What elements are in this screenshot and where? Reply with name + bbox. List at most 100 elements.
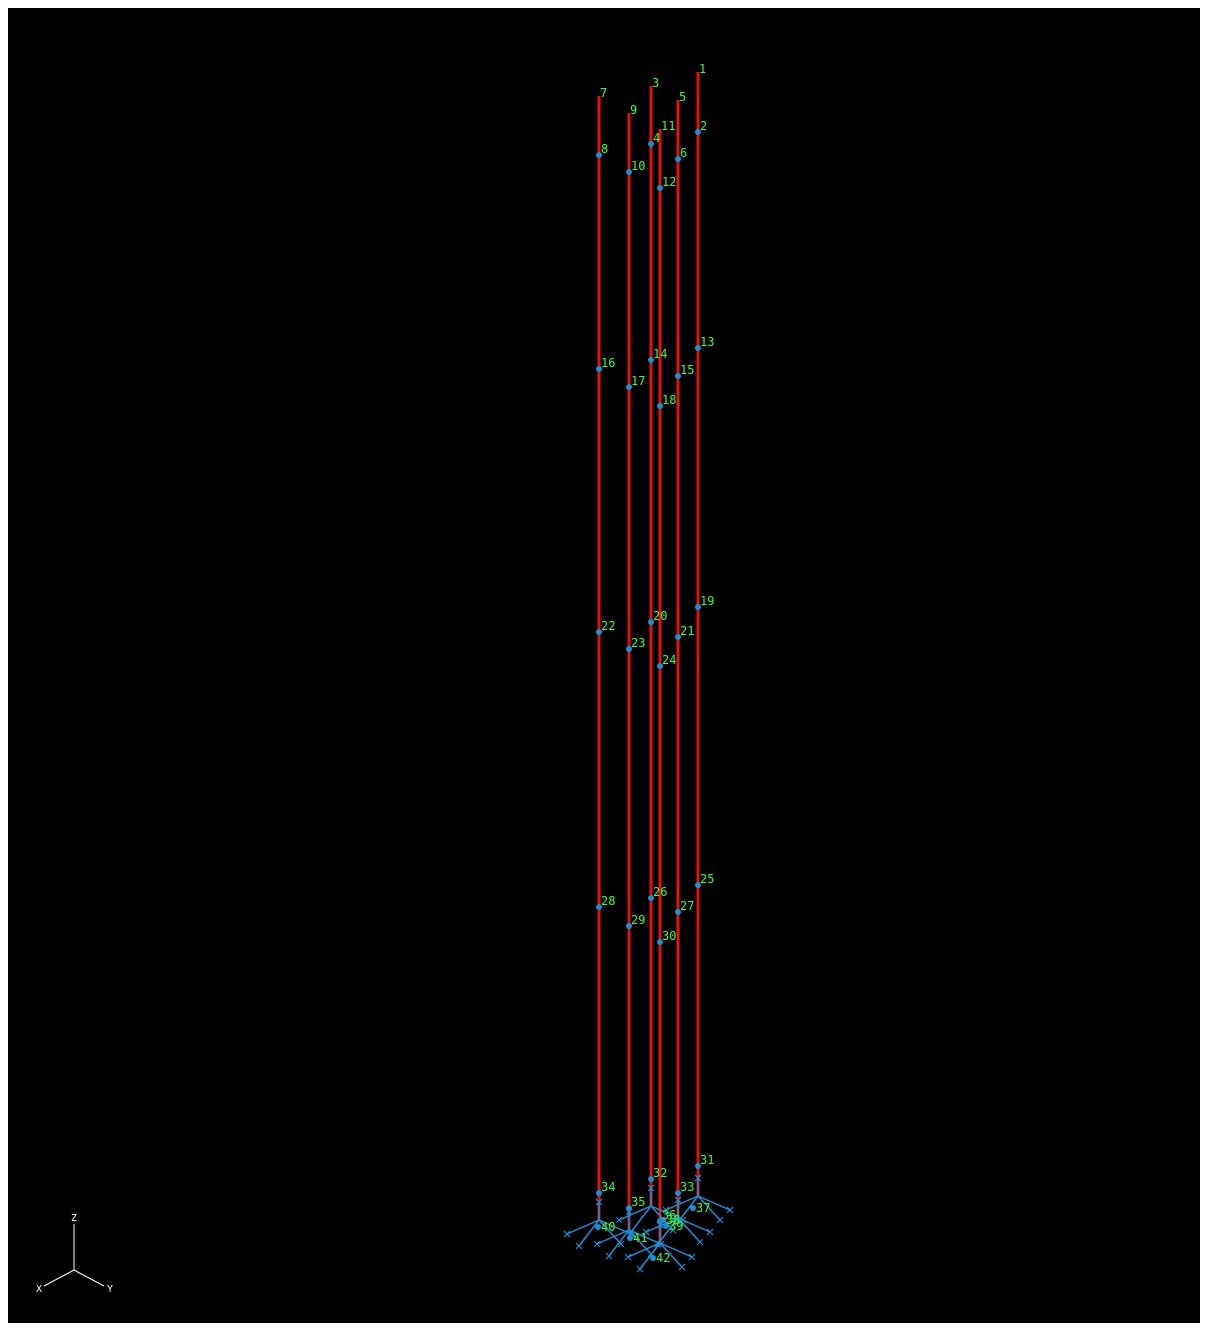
support-arm-1-1 (665, 1195, 699, 1211)
support-arm-5-2 (628, 1229, 662, 1245)
node-marker-36 (657, 1218, 663, 1224)
node-label-34: 34 (601, 1180, 615, 1194)
node-marker-4 (648, 141, 654, 147)
node-label-15: 15 (680, 363, 694, 377)
node-label-10: 10 (631, 159, 645, 173)
support-arrow-3-1 (642, 1228, 650, 1236)
node-label-4: 4 (653, 131, 660, 145)
node-marker-33 (675, 1190, 681, 1196)
node-marker-26 (648, 895, 654, 901)
node-label-24: 24 (662, 653, 676, 667)
support-arrow-3-4 (696, 1238, 704, 1246)
support-arm-5-1 (596, 1229, 630, 1245)
node-label-19: 19 (700, 594, 714, 608)
node-marker-19 (695, 604, 701, 610)
support-arrow-6-1 (624, 1253, 632, 1261)
node-marker-28 (596, 904, 602, 910)
node-label-30: 30 (662, 929, 676, 943)
node-label-12: 12 (662, 175, 676, 189)
axis-y-label: Y (107, 1284, 113, 1295)
node-label-38: 38 (666, 1213, 680, 1227)
support-arrow-6-3 (636, 1265, 644, 1273)
support-arm-3-4 (677, 1217, 701, 1243)
support-arm-3-3 (657, 1217, 679, 1245)
support-arrow-2-1 (615, 1216, 623, 1224)
support-arrow-1-2 (726, 1206, 734, 1214)
node-label-2: 2 (700, 119, 707, 133)
node-marker-16 (596, 366, 602, 372)
support-arm-4-1 (566, 1219, 600, 1235)
node-marker-14 (648, 357, 654, 363)
node-marker-13 (695, 345, 701, 351)
node-marker-25 (695, 882, 701, 888)
node-label-41: 41 (633, 1231, 647, 1245)
node-label-37: 37 (696, 1201, 710, 1215)
axis-x-label: X (36, 1284, 42, 1295)
node-label-35: 35 (631, 1195, 645, 1209)
support-arm-3-1 (645, 1217, 679, 1233)
node-marker-10 (626, 169, 632, 175)
node-marker-17 (626, 384, 632, 390)
node-marker-31 (695, 1163, 701, 1169)
node-label-29: 29 (631, 913, 645, 927)
node-marker-23 (626, 646, 632, 652)
support-arrow-4-5 (595, 1198, 603, 1206)
support-arm-4-4 (598, 1219, 622, 1245)
node-label-11: 11 (661, 119, 675, 133)
support-arrow-3-5 (674, 1196, 682, 1204)
node-label-39: 39 (669, 1219, 683, 1233)
node-label-1: 1 (699, 62, 706, 76)
support-arrow-2-5 (647, 1184, 655, 1192)
node-label-25: 25 (700, 872, 714, 886)
node-label-17: 17 (631, 374, 645, 388)
node-marker-32 (648, 1176, 654, 1182)
support-arm-1-2 (697, 1195, 731, 1211)
node-label-40: 40 (601, 1220, 615, 1234)
node-label-22: 22 (601, 619, 615, 633)
support-arrow-5-1 (593, 1240, 601, 1248)
structure-model: 1213192531373414202632385615212733397816… (36, 62, 734, 1295)
node-marker-20 (648, 619, 654, 625)
node-label-42: 42 (656, 1251, 670, 1265)
node-label-33: 33 (680, 1180, 694, 1194)
support-arrow-3-2 (706, 1228, 714, 1236)
node-label-16: 16 (601, 356, 615, 370)
node-marker-22 (596, 629, 602, 635)
node-label-8: 8 (601, 142, 608, 156)
node-marker-27 (675, 909, 681, 915)
support-arm-4-3 (578, 1219, 600, 1247)
support-arrow-4-3 (575, 1242, 583, 1250)
node-label-23: 23 (631, 636, 645, 650)
node-marker-40 (595, 1224, 601, 1230)
axis-y-line (73, 1269, 105, 1287)
node-label-9: 9 (630, 103, 637, 117)
node-label-20: 20 (653, 609, 667, 623)
support-arrow-6-2 (688, 1253, 696, 1261)
node-label-7: 7 (600, 86, 607, 100)
node-marker-8 (596, 152, 602, 158)
support-arm-5-4 (628, 1229, 652, 1255)
support-arm-2-3 (630, 1205, 652, 1233)
support-arm-1-4 (697, 1195, 721, 1221)
support-arrow-1-4 (716, 1216, 724, 1224)
node-marker-30 (657, 939, 663, 945)
node-label-5: 5 (679, 90, 686, 104)
node-label-31: 31 (700, 1153, 714, 1167)
support-arm-6-3 (639, 1242, 661, 1270)
node-label-13: 13 (700, 335, 714, 349)
node-label-3: 3 (652, 76, 659, 90)
node-label-21: 21 (680, 624, 694, 638)
node-marker-35 (626, 1205, 632, 1211)
node-marker-39 (663, 1223, 669, 1229)
node-marker-34 (596, 1190, 602, 1196)
node-label-36: 36 (662, 1208, 676, 1222)
support-arrow-5-3 (605, 1252, 613, 1260)
support-arm-3-2 (677, 1217, 711, 1233)
model-viewport[interactable]: 1 2 13 19 25 31 37 3 4 14 20 26 32 38 5 6 15 21 27 33 39 7 8 16… (8, 8, 1200, 1323)
support-arm-6-4 (659, 1242, 683, 1268)
node-marker-18 (657, 403, 663, 409)
node-label-6: 6 (680, 146, 687, 160)
support-arm-6-1 (627, 1242, 661, 1258)
axis-x-line (43, 1269, 75, 1287)
node-marker-12 (657, 185, 663, 191)
